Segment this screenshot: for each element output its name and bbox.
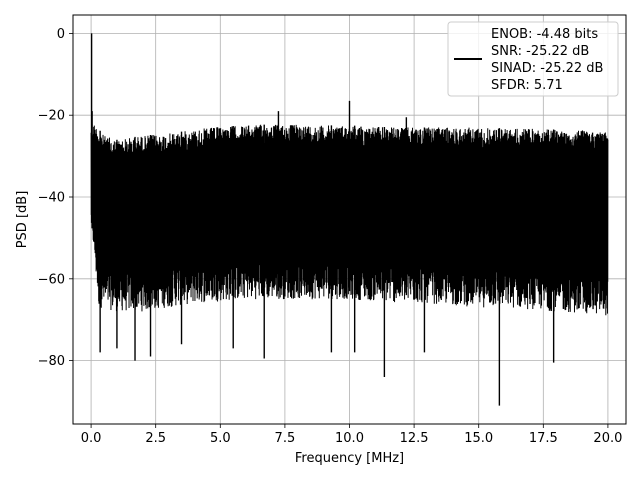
y-axis-label: PSD [dB] [15, 191, 30, 249]
ticks: 0.0 2.5 5.0 7.5 10.0 12.5 15.0 17.5 20.0 0 −20 −40 −… [38, 27, 623, 446]
y-tick-label: −20 [38, 109, 65, 124]
x-tick-label: 7.5 [275, 431, 296, 446]
x-tick-label: 12.5 [400, 431, 429, 446]
y-tick-label: 0 [57, 27, 65, 42]
x-tick-label: 15.0 [464, 431, 493, 446]
plot-area [90, 33, 609, 406]
x-tick-label: 5.0 [210, 431, 231, 446]
y-tick-label: −40 [38, 191, 65, 206]
y-tick-label: −60 [38, 272, 65, 287]
x-tick-label: 10.0 [335, 431, 364, 446]
y-tick-label: −80 [38, 354, 65, 369]
legend-box [447, 21, 619, 97]
legend: ENOB: -4.48 bits SNR: -25.22 dB SINAD: -… [447, 21, 619, 97]
x-tick-label: 17.5 [529, 431, 558, 446]
legend-enob-text: ENOB: -4.48 bits [491, 27, 598, 42]
legend-sfdr-text: SFDR: 5.71 [491, 78, 563, 93]
legend-snr-text: SNR: -25.22 dB [491, 44, 589, 59]
x-tick-label: 2.5 [145, 431, 166, 446]
legend-sinad-text: SINAD: -25.22 dB [491, 61, 603, 76]
x-tick-label: 0.0 [81, 431, 102, 446]
x-tick-label: 20.0 [593, 431, 622, 446]
x-axis-label: Frequency [MHz] [295, 451, 404, 466]
